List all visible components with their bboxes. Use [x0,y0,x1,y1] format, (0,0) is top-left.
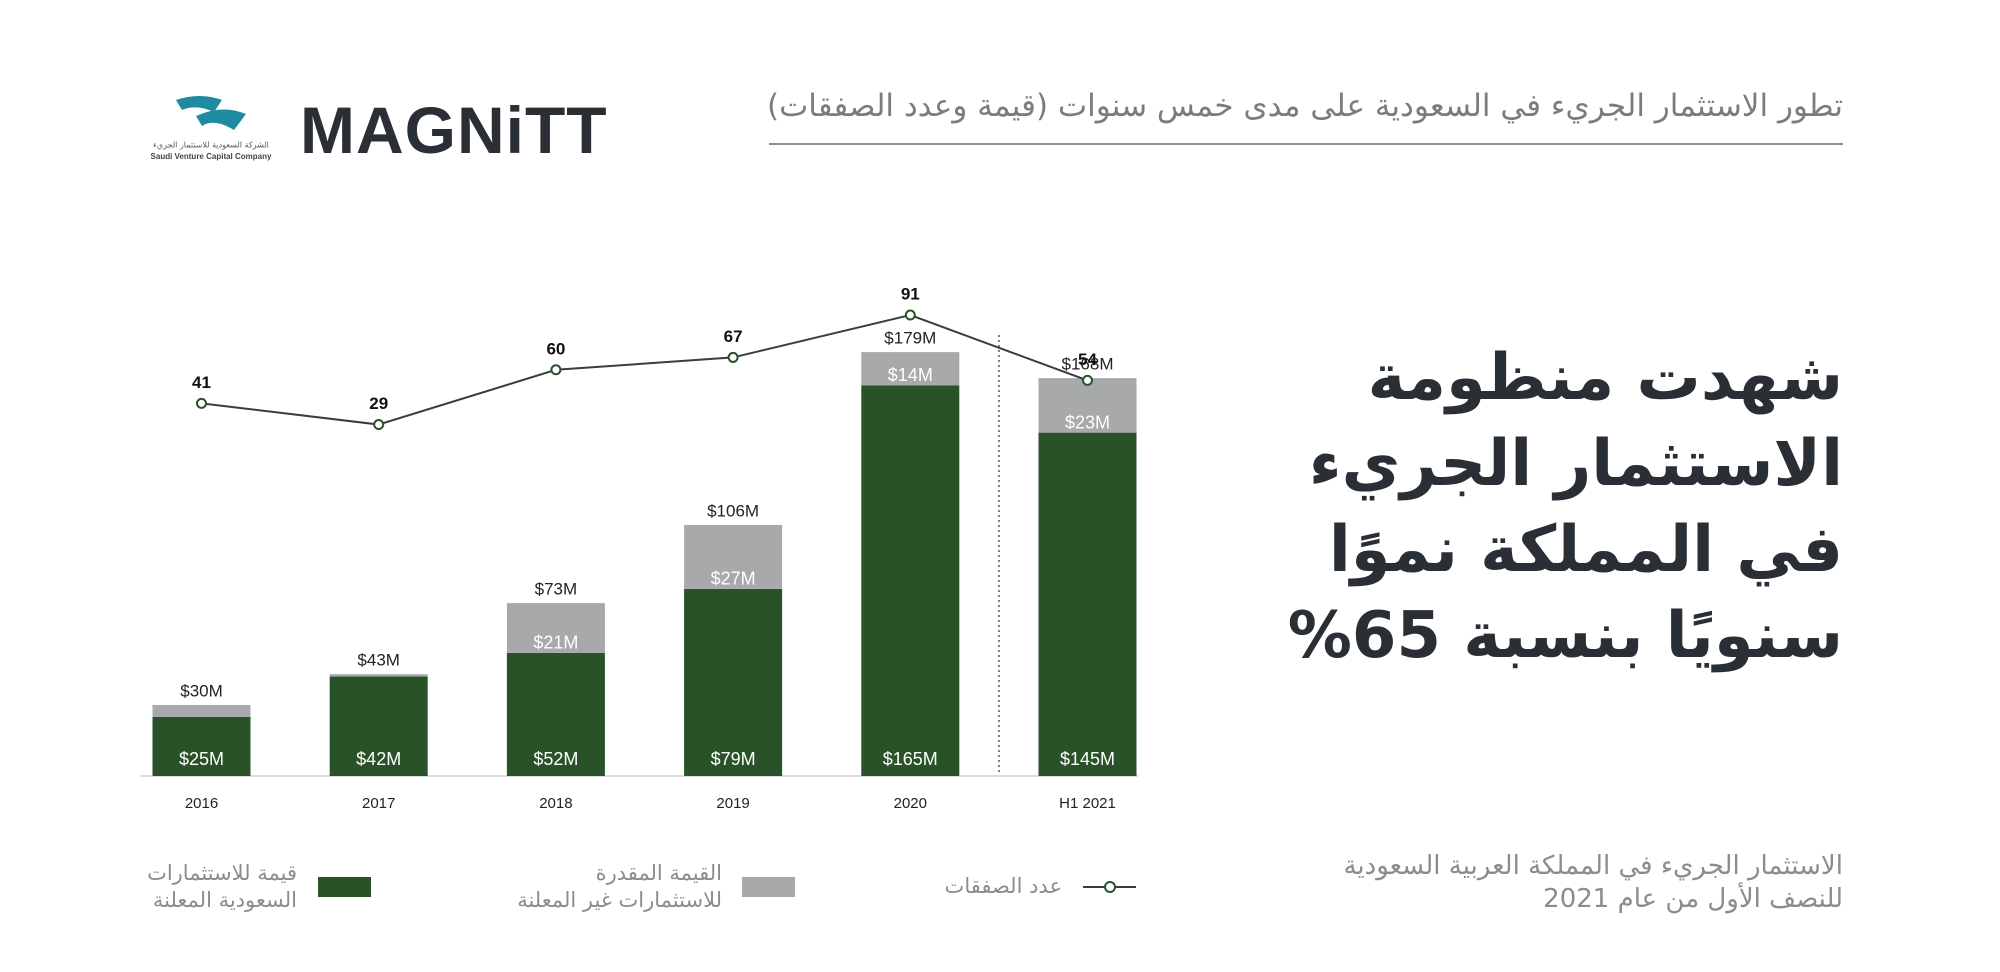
value-label: $42M [356,749,401,769]
bar-segment [329,674,428,677]
title-underline [769,143,1843,145]
x-tick-label: 2019 [716,795,749,812]
deals-label: 60 [546,339,565,358]
headline-line: شهدت منظومة [1367,341,1843,415]
value-label: $52M [533,749,578,769]
bar-segment [684,524,783,589]
legend-label: قيمة للاستثمارات السعودية المعلنة [147,861,297,912]
svc-logo-en: Saudi Venture Capital Company [151,152,272,161]
value-label: $23M [1065,412,1110,432]
bar-segment [506,603,605,653]
bar-segment [1038,432,1137,776]
x-tick-label: H1 2021 [1059,795,1116,812]
deals-point [373,419,385,431]
magnitt-logo: MAGNiTT [300,93,608,167]
value-label: $79M [711,749,756,769]
headline: شهدت منظومة الاستثمار الجريء في المملكة نم… [1288,335,1843,679]
headline-line: سنويًا بنسبة 65% [1287,599,1843,673]
total-label: $168M [1062,355,1114,374]
x-tick-label: 2020 [894,795,927,812]
total-label: $43M [357,651,400,670]
deals-point [904,309,916,321]
svc-logo-ar: الشركة السعودية للاستثمار الجريء [153,141,269,150]
bar-segment [506,652,605,776]
value-label: $25M [179,749,224,769]
legend-swatch [742,877,795,897]
deals-point [550,364,562,376]
deals-label: 54 [1078,350,1097,369]
deals-label: 41 [192,373,211,392]
total-label: $179M [884,329,936,348]
x-tick-label: 2017 [362,795,395,812]
bar-segment [861,385,960,776]
headline-line: الاستثمار الجريء [1308,427,1843,501]
legend-label: القيمة المقدرة للاستثمارات غير المعلنة [517,861,722,912]
legend-label: عدد الصفقات [944,874,1062,898]
x-tick-label: 2018 [539,795,572,812]
value-label: $14M [888,365,933,385]
bar-segment [861,352,960,386]
total-label: $106M [707,501,759,520]
subtitle-line: الاستثمار الجريء في المملكة العربية السع… [1343,851,1843,881]
deals-label: 67 [724,327,743,346]
deals-point [196,397,207,409]
x-tick-label: 2016 [185,795,218,812]
deals-point [727,351,739,363]
total-label: $73M [535,580,578,599]
value-label: $27M [711,569,756,589]
bar-segment [329,676,428,776]
bar-segment [684,588,783,776]
legend-swatch [318,877,371,897]
value-label: $165M [883,749,938,769]
headline-line: في المملكة نموًا [1328,513,1843,587]
deals-label: 29 [369,394,388,413]
deals-label: 91 [901,285,920,304]
bar-segment [1038,378,1137,433]
legend-marker [1104,881,1116,893]
subtitle: الاستثمار الجريء في المملكة العربية السع… [1343,850,1843,916]
bar-segment [152,704,251,717]
bar-segment [152,716,251,776]
svc-logo-mark [176,96,246,130]
value-label: $145M [1060,749,1115,769]
value-label: $21M [533,633,578,653]
page-title: تطور الاستثمار الجريء في السعودية على مد… [766,88,1843,124]
deals-line [201,314,1088,426]
subtitle-line: للنصف الأول من عام 2021 [1543,884,1843,914]
deals-point [1082,374,1093,386]
total-label: $30M [180,681,223,700]
